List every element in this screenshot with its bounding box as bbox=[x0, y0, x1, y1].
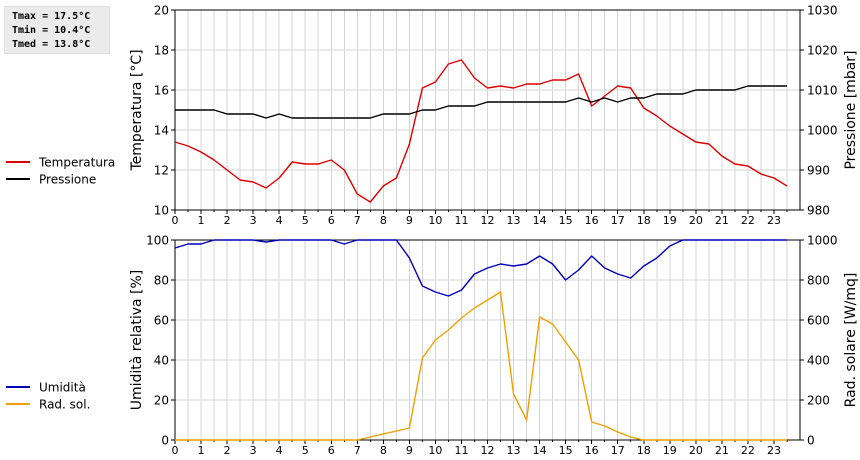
x-tick-label: 1 bbox=[198, 214, 205, 227]
y-tick-label: 12 bbox=[154, 164, 169, 178]
series-line-pressione bbox=[175, 85, 787, 119]
y2-tick-label: 980 bbox=[807, 204, 830, 218]
x-tick-label: 23 bbox=[767, 214, 781, 227]
legend-label: Rad. sol. bbox=[39, 398, 90, 412]
legend-label: Umidità bbox=[39, 381, 86, 395]
tmed-stat: Tmed = 13.8°C bbox=[12, 39, 91, 50]
x-tick-label: 14 bbox=[533, 444, 547, 457]
y-tick-label: 40 bbox=[154, 354, 169, 368]
x-tick-label: 10 bbox=[428, 444, 442, 457]
x-tick-label: 7 bbox=[354, 444, 361, 457]
y-tick-label: 0 bbox=[161, 434, 169, 448]
y-tick-label: 20 bbox=[154, 394, 169, 408]
y2-tick-label: 990 bbox=[807, 164, 830, 178]
y2-tick-label: 400 bbox=[807, 354, 830, 368]
x-tick-label: 12 bbox=[481, 214, 495, 227]
y2-tick-label: 200 bbox=[807, 394, 830, 408]
x-tick-label: 3 bbox=[250, 444, 257, 457]
y-tick-label: 18 bbox=[154, 44, 169, 58]
x-tick-label: 5 bbox=[302, 444, 309, 457]
x-tick-label: 2 bbox=[224, 444, 231, 457]
x-tick-label: 11 bbox=[454, 214, 468, 227]
x-tick-label: 20 bbox=[689, 444, 703, 457]
x-tick-label: 0 bbox=[172, 214, 179, 227]
y2-tick-label: 1030 bbox=[807, 4, 838, 18]
y-tick-label: 60 bbox=[154, 314, 169, 328]
y2-tick-label: 1010 bbox=[807, 84, 838, 98]
x-tick-label: 21 bbox=[715, 214, 729, 227]
x-tick-label: 22 bbox=[741, 214, 755, 227]
legend-label: Pressione bbox=[39, 173, 96, 187]
x-tick-label: 21 bbox=[715, 444, 729, 457]
x-tick-label: 10 bbox=[428, 214, 442, 227]
temperature-pressure-chart: 0 1 2 3 4 5 6 7 8 9 10 11 12 13 14 15 16 17 18 19 20 21 22 2310… bbox=[6, 4, 859, 227]
y-tick-label: 20 bbox=[154, 4, 169, 18]
tmax-stat: Tmax = 17.5°C bbox=[12, 11, 91, 22]
y2-tick-label: 1000 bbox=[807, 234, 838, 248]
y2-tick-label: 1000 bbox=[807, 124, 838, 138]
x-tick-label: 12 bbox=[481, 444, 495, 457]
x-tick-label: 2 bbox=[224, 214, 231, 227]
x-tick-label: 8 bbox=[380, 444, 387, 457]
x-tick-label: 17 bbox=[611, 214, 625, 227]
y-tick-label: 80 bbox=[154, 274, 169, 288]
y-tick-label: 100 bbox=[146, 234, 169, 248]
x-tick-label: 6 bbox=[328, 214, 335, 227]
y-tick-label: 16 bbox=[154, 84, 169, 98]
y2-tick-label: 0 bbox=[807, 434, 815, 448]
y-axis-title: Umidità relativa [%] bbox=[129, 270, 145, 411]
grid bbox=[175, 10, 800, 210]
x-tick-label: 7 bbox=[354, 214, 361, 227]
x-tick-label: 18 bbox=[637, 214, 651, 227]
x-tick-label: 15 bbox=[559, 444, 573, 457]
x-tick-label: 15 bbox=[559, 214, 573, 227]
x-tick-label: 13 bbox=[507, 214, 521, 227]
tmin-stat: Tmin = 10.4°C bbox=[12, 25, 91, 36]
series-line-umidit bbox=[174, 239, 787, 297]
y2-axis-title: Rad. solare [W/mq] bbox=[843, 273, 859, 408]
x-tick-label: 16 bbox=[585, 214, 599, 227]
x-tick-label: 9 bbox=[406, 214, 413, 227]
x-tick-label: 22 bbox=[741, 444, 755, 457]
y-axis-title: Temperatura [°C] bbox=[129, 49, 145, 171]
legend: Umidità Rad. sol. bbox=[6, 381, 90, 412]
x-tick-label: 0 bbox=[172, 444, 179, 457]
x-tick-label: 14 bbox=[533, 214, 547, 227]
y2-tick-label: 1020 bbox=[807, 44, 838, 58]
x-tick-label: 18 bbox=[637, 444, 651, 457]
series-line-temperatura bbox=[174, 59, 788, 203]
stats-box: Tmax = 17.5°C Tmin = 10.4°C Tmed = 13.8°… bbox=[4, 6, 110, 54]
y-tick-label: 10 bbox=[154, 204, 169, 218]
x-tick-label: 20 bbox=[689, 214, 703, 227]
x-tick-label: 19 bbox=[663, 444, 677, 457]
x-tick-label: 1 bbox=[198, 444, 205, 457]
y-tick-label: 14 bbox=[154, 124, 169, 138]
x-tick-label: 4 bbox=[276, 214, 283, 227]
legend-label: Temperatura bbox=[38, 156, 115, 170]
x-tick-label: 9 bbox=[406, 444, 413, 457]
y2-axis-title: Pressione [mbar] bbox=[843, 50, 859, 169]
x-tick-label: 23 bbox=[767, 444, 781, 457]
legend: Temperatura Pressione bbox=[6, 156, 115, 187]
y2-tick-label: 600 bbox=[807, 314, 830, 328]
x-tick-label: 5 bbox=[302, 214, 309, 227]
humidity-radiation-chart: 0 1 2 3 4 5 6 7 8 9 10 11 12 13 14 15 16 17 18 19 20 21 22 2302… bbox=[6, 234, 859, 457]
x-tick-label: 8 bbox=[380, 214, 387, 227]
x-tick-label: 16 bbox=[585, 444, 599, 457]
x-tick-label: 19 bbox=[663, 214, 677, 227]
x-tick-label: 13 bbox=[507, 444, 521, 457]
x-tick-label: 4 bbox=[276, 444, 283, 457]
grid bbox=[175, 240, 800, 440]
x-tick-label: 6 bbox=[328, 444, 335, 457]
x-tick-label: 3 bbox=[250, 214, 257, 227]
x-tick-label: 17 bbox=[611, 444, 625, 457]
series-line-rad-sol bbox=[175, 291, 787, 441]
y2-tick-label: 800 bbox=[807, 274, 830, 288]
x-tick-label: 11 bbox=[454, 444, 468, 457]
